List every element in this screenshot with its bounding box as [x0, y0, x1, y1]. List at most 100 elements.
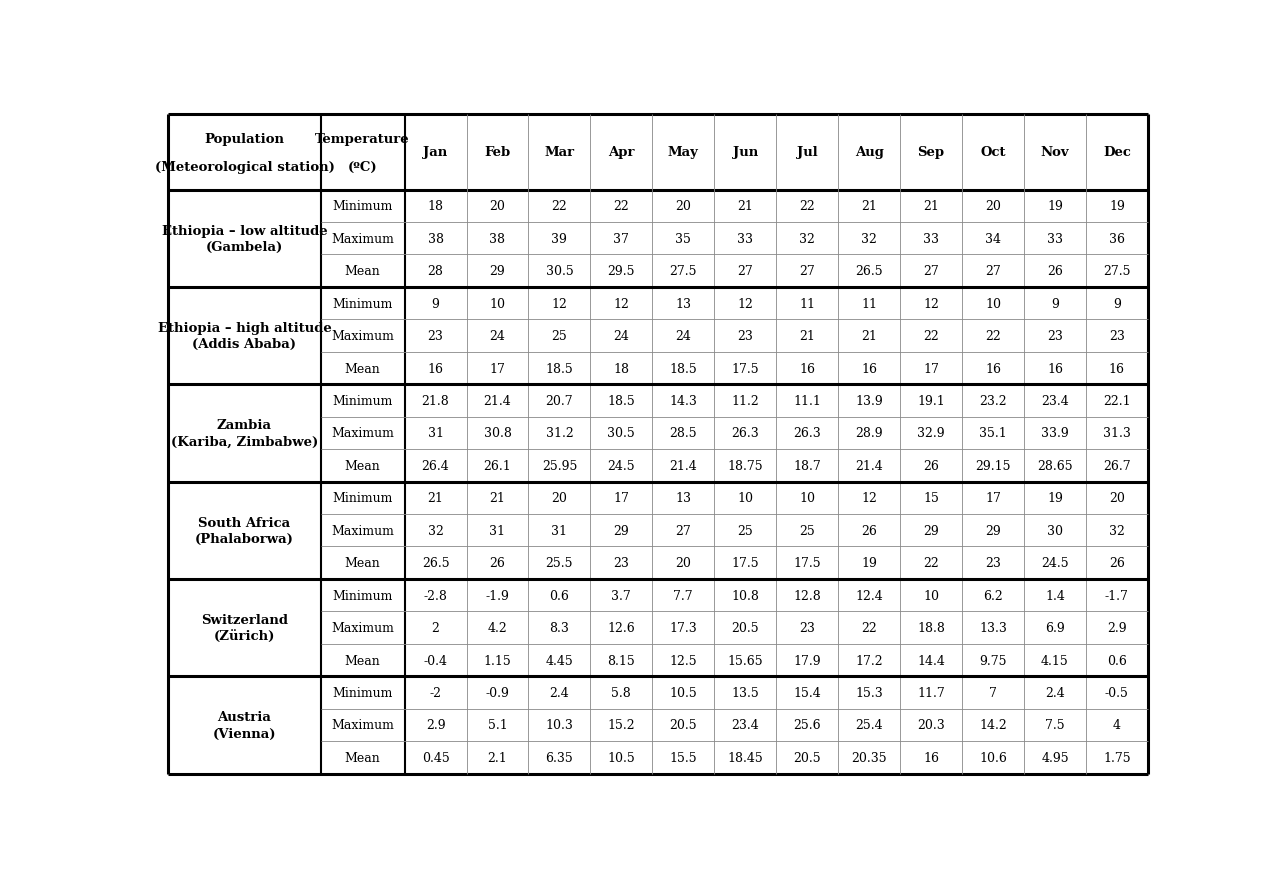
Text: Oct: Oct — [980, 146, 1005, 159]
Text: 29.5: 29.5 — [607, 265, 636, 278]
Text: 26.3: 26.3 — [732, 427, 759, 440]
Text: Ethiopia – low altitude: Ethiopia – low altitude — [162, 225, 327, 237]
Text: 20.7: 20.7 — [546, 394, 573, 407]
Text: 33: 33 — [923, 233, 939, 246]
Text: 26.5: 26.5 — [421, 557, 449, 570]
Text: 22.1: 22.1 — [1103, 394, 1131, 407]
Text: 21.4: 21.4 — [855, 459, 883, 472]
Text: Nov: Nov — [1040, 146, 1070, 159]
Text: 28: 28 — [428, 265, 443, 278]
Text: Ethiopia – high altitude: Ethiopia – high altitude — [158, 321, 331, 335]
Text: Maximum: Maximum — [331, 330, 394, 342]
Text: 0.6: 0.6 — [550, 589, 569, 602]
Text: 12: 12 — [552, 298, 568, 310]
Text: 10: 10 — [985, 298, 1002, 310]
Text: 21: 21 — [799, 330, 815, 342]
Text: 12.8: 12.8 — [794, 589, 820, 602]
Text: 15.4: 15.4 — [794, 687, 820, 699]
Text: -1.7: -1.7 — [1106, 589, 1129, 602]
Text: 11.1: 11.1 — [794, 394, 822, 407]
Text: 16: 16 — [428, 362, 443, 375]
Text: Maximum: Maximum — [331, 524, 394, 537]
Text: 24.5: 24.5 — [607, 459, 636, 472]
Text: Minimum: Minimum — [333, 687, 393, 699]
Text: 1.15: 1.15 — [484, 654, 511, 666]
Text: 15.65: 15.65 — [728, 654, 763, 666]
Text: 23: 23 — [1109, 330, 1125, 342]
Text: 24.5: 24.5 — [1041, 557, 1068, 570]
Text: 14.3: 14.3 — [669, 394, 697, 407]
Text: 19: 19 — [1046, 200, 1063, 213]
Text: Minimum: Minimum — [333, 394, 393, 407]
Text: 25.6: 25.6 — [794, 718, 820, 731]
Text: 20: 20 — [552, 492, 568, 505]
Text: 33: 33 — [1046, 233, 1063, 246]
Text: 9.75: 9.75 — [980, 654, 1007, 666]
Text: 29: 29 — [489, 265, 506, 278]
Text: 15.3: 15.3 — [855, 687, 883, 699]
Text: 13: 13 — [675, 298, 691, 310]
Text: 21: 21 — [489, 492, 506, 505]
Text: 37: 37 — [614, 233, 629, 246]
Text: 6.9: 6.9 — [1045, 622, 1064, 635]
Text: Aug: Aug — [855, 146, 883, 159]
Text: 17: 17 — [923, 362, 939, 375]
Text: 32.9: 32.9 — [917, 427, 945, 440]
Text: 14.2: 14.2 — [980, 718, 1007, 731]
Text: 4.2: 4.2 — [488, 622, 507, 635]
Text: Jun: Jun — [733, 146, 758, 159]
Text: 10: 10 — [737, 492, 754, 505]
Text: 20: 20 — [985, 200, 1002, 213]
Text: 23: 23 — [614, 557, 629, 570]
Text: Mean: Mean — [345, 557, 380, 570]
Text: 13: 13 — [675, 492, 691, 505]
Text: (Kariba, Zimbabwe): (Kariba, Zimbabwe) — [171, 435, 318, 448]
Text: 22: 22 — [985, 330, 1000, 342]
Text: 26.5: 26.5 — [855, 265, 883, 278]
Text: 4.15: 4.15 — [1041, 654, 1068, 666]
Text: 25: 25 — [737, 524, 754, 537]
Text: 30: 30 — [1046, 524, 1063, 537]
Text: 27.5: 27.5 — [1103, 265, 1131, 278]
Text: (Vienna): (Vienna) — [213, 727, 276, 740]
Text: 29: 29 — [614, 524, 629, 537]
Text: 31: 31 — [551, 524, 568, 537]
Text: 25.95: 25.95 — [542, 459, 577, 472]
Text: Dec: Dec — [1103, 146, 1131, 159]
Text: 39: 39 — [552, 233, 568, 246]
Text: 23: 23 — [428, 330, 443, 342]
Text: 20.3: 20.3 — [917, 718, 945, 731]
Text: 30.8: 30.8 — [484, 427, 511, 440]
Text: 2.9: 2.9 — [1107, 622, 1126, 635]
Text: Mean: Mean — [345, 362, 380, 375]
Text: 16: 16 — [1046, 362, 1063, 375]
Text: -2: -2 — [430, 687, 442, 699]
Text: 17.5: 17.5 — [732, 362, 759, 375]
Text: 24: 24 — [489, 330, 506, 342]
Text: 21.8: 21.8 — [421, 394, 449, 407]
Text: Minimum: Minimum — [333, 589, 393, 602]
Text: 15.5: 15.5 — [669, 751, 697, 764]
Text: Temperature: Temperature — [316, 133, 410, 146]
Text: 20: 20 — [1109, 492, 1125, 505]
Text: 38: 38 — [428, 233, 443, 246]
Text: 18.5: 18.5 — [669, 362, 697, 375]
Text: 26: 26 — [1046, 265, 1063, 278]
Text: 17: 17 — [985, 492, 1002, 505]
Text: 10.5: 10.5 — [669, 687, 697, 699]
Text: 8.15: 8.15 — [607, 654, 636, 666]
Text: Population: Population — [204, 133, 285, 146]
Text: 11.2: 11.2 — [732, 394, 759, 407]
Text: 17: 17 — [614, 492, 629, 505]
Text: 31.3: 31.3 — [1103, 427, 1131, 440]
Text: 19: 19 — [1109, 200, 1125, 213]
Text: 2.4: 2.4 — [1045, 687, 1064, 699]
Text: 31.2: 31.2 — [546, 427, 573, 440]
Text: 10: 10 — [923, 589, 939, 602]
Text: 8.3: 8.3 — [550, 622, 569, 635]
Text: 17: 17 — [489, 362, 506, 375]
Text: 19.1: 19.1 — [917, 394, 945, 407]
Text: 17.2: 17.2 — [855, 654, 883, 666]
Text: 0.45: 0.45 — [421, 751, 449, 764]
Text: 34: 34 — [985, 233, 1002, 246]
